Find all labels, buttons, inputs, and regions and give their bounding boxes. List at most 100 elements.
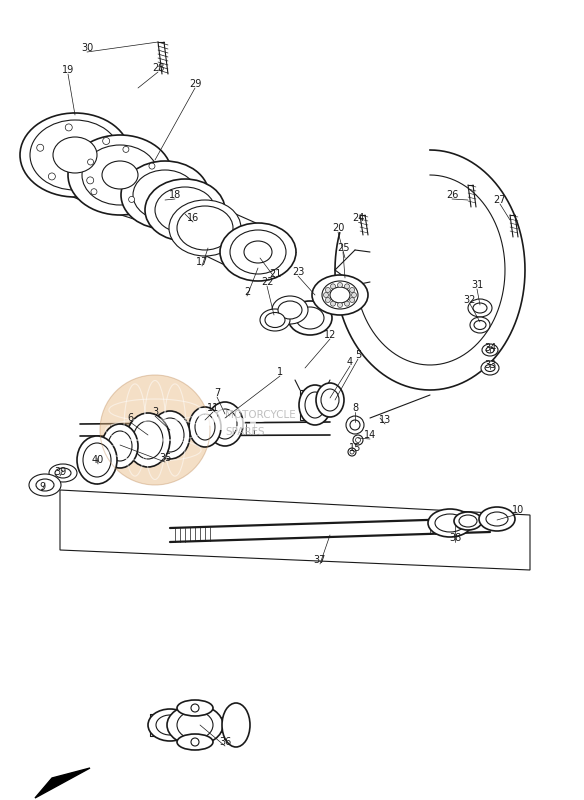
Circle shape [191, 704, 199, 712]
Ellipse shape [435, 514, 465, 532]
Ellipse shape [195, 414, 215, 440]
Ellipse shape [296, 307, 324, 329]
Ellipse shape [55, 468, 71, 478]
Text: 12: 12 [324, 330, 336, 340]
Circle shape [88, 159, 93, 165]
Ellipse shape [468, 299, 492, 317]
Text: 29: 29 [189, 79, 201, 89]
Text: 19: 19 [62, 65, 74, 75]
Ellipse shape [20, 113, 130, 197]
Text: 14: 14 [364, 430, 376, 440]
Circle shape [348, 448, 356, 456]
Ellipse shape [481, 361, 499, 375]
Circle shape [65, 124, 72, 131]
Text: 9: 9 [39, 482, 45, 492]
Circle shape [128, 197, 135, 202]
Circle shape [331, 301, 335, 306]
Text: 32: 32 [464, 295, 476, 305]
Ellipse shape [49, 464, 77, 482]
Ellipse shape [102, 424, 138, 468]
Ellipse shape [305, 392, 325, 418]
Ellipse shape [156, 715, 184, 735]
Text: 18: 18 [169, 190, 181, 200]
Ellipse shape [145, 179, 225, 241]
Circle shape [324, 293, 328, 298]
Ellipse shape [29, 474, 61, 496]
Ellipse shape [207, 402, 243, 446]
Ellipse shape [265, 313, 285, 327]
Ellipse shape [68, 135, 172, 215]
Ellipse shape [260, 309, 290, 331]
Ellipse shape [479, 507, 515, 531]
Ellipse shape [474, 321, 486, 330]
Polygon shape [35, 768, 90, 798]
Ellipse shape [126, 413, 170, 467]
Text: 30: 30 [81, 43, 93, 53]
Ellipse shape [330, 287, 350, 303]
Text: 1: 1 [277, 367, 283, 377]
Ellipse shape [316, 383, 344, 417]
Ellipse shape [53, 137, 97, 173]
Text: 6: 6 [127, 413, 133, 423]
Ellipse shape [177, 206, 233, 250]
Ellipse shape [222, 703, 250, 747]
Ellipse shape [272, 296, 308, 324]
Circle shape [350, 287, 354, 293]
Ellipse shape [167, 705, 223, 745]
Ellipse shape [485, 365, 495, 371]
Circle shape [191, 738, 199, 746]
Circle shape [149, 163, 155, 169]
Text: MOTORCYCLE: MOTORCYCLE [225, 410, 296, 420]
Ellipse shape [244, 241, 272, 263]
Text: 24: 24 [352, 213, 364, 223]
Ellipse shape [177, 700, 213, 716]
Text: 20: 20 [332, 223, 344, 233]
Text: SPARES: SPARES [225, 427, 265, 437]
Circle shape [86, 177, 93, 184]
Ellipse shape [428, 509, 472, 537]
Bar [300, 390, 325, 420]
Ellipse shape [230, 230, 286, 274]
Text: 7: 7 [214, 388, 220, 398]
Text: 25: 25 [337, 243, 349, 253]
Circle shape [91, 189, 97, 194]
Ellipse shape [121, 161, 209, 229]
Text: 33: 33 [484, 360, 496, 370]
Text: 40: 40 [92, 455, 104, 465]
Circle shape [103, 138, 110, 145]
Ellipse shape [77, 436, 117, 484]
Text: 21: 21 [269, 269, 281, 279]
Ellipse shape [169, 200, 241, 256]
Circle shape [100, 375, 210, 485]
Circle shape [331, 284, 335, 289]
Ellipse shape [177, 734, 213, 750]
Ellipse shape [470, 317, 490, 333]
Ellipse shape [486, 512, 508, 526]
Text: 37: 37 [314, 555, 326, 565]
Ellipse shape [213, 409, 237, 439]
Text: 17: 17 [196, 257, 208, 267]
Text: 8: 8 [352, 403, 358, 413]
Text: 34: 34 [484, 343, 496, 353]
Text: 35: 35 [159, 453, 171, 463]
Text: 11: 11 [207, 403, 219, 413]
Text: 39: 39 [54, 467, 66, 477]
Circle shape [338, 302, 342, 307]
Ellipse shape [278, 301, 302, 319]
Text: 16: 16 [187, 213, 199, 223]
Text: MSP: MSP [195, 407, 270, 437]
Text: 4: 4 [347, 357, 353, 367]
Text: 27: 27 [493, 195, 506, 205]
Ellipse shape [312, 275, 368, 315]
Ellipse shape [322, 281, 358, 309]
Circle shape [37, 144, 44, 151]
Polygon shape [60, 490, 530, 570]
Ellipse shape [189, 407, 221, 447]
Circle shape [356, 438, 360, 442]
Ellipse shape [473, 303, 487, 313]
Ellipse shape [288, 301, 332, 335]
Text: 15: 15 [349, 443, 361, 453]
Ellipse shape [220, 223, 296, 281]
Ellipse shape [156, 418, 184, 452]
Circle shape [350, 450, 354, 454]
